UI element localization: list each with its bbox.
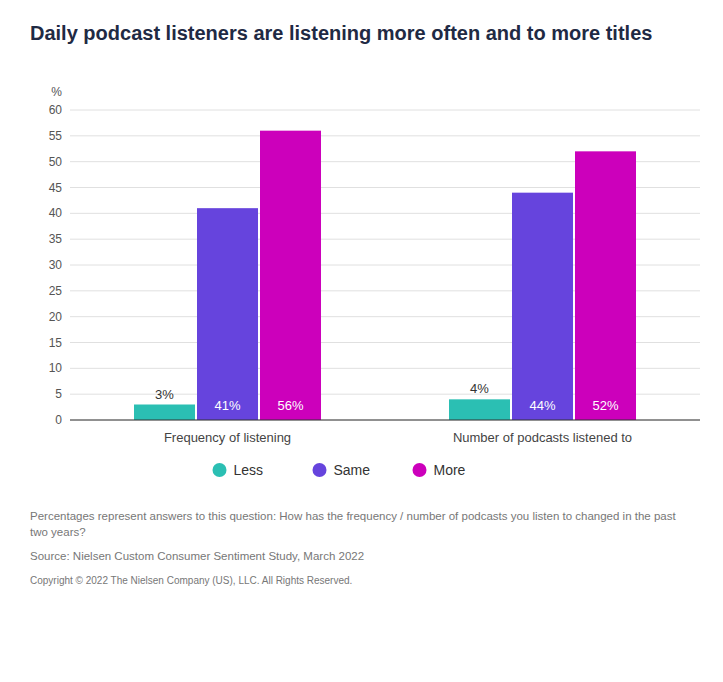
text-line: Percentages represent answers to this qu… [30,510,676,522]
legend-label: Same [334,462,371,478]
data-label: 4% [470,381,489,396]
data-label: 56% [277,398,303,413]
text-line: Daily podcast listeners are listening mo… [30,22,652,44]
grid [70,110,700,420]
legend-marker [313,463,327,477]
x-axis-line [70,420,700,421]
tick-label: 45 [49,181,63,195]
annotation: Percentages represent answers to this qu… [30,510,676,538]
legend: Less Same More [213,462,466,478]
title: Daily podcast listeners are listening mo… [30,22,652,44]
annotation: Copyright © 2022 The Nielsen Company (US… [30,575,352,586]
data-label: 41% [214,398,240,413]
axis-label: % [51,85,62,99]
data-label: 44% [529,398,555,413]
tick-label: 40 [49,206,63,220]
bar [449,399,510,420]
grid-line [70,135,700,136]
tick-label: 60 [49,103,63,117]
tick-label: 20 [49,310,63,324]
legend-label: Less [234,462,264,478]
category-label: Number of podcasts listened to [453,430,632,445]
text-line: Copyright © 2022 The Nielsen Company (US… [30,575,352,586]
tick-label: 50 [49,155,63,169]
legend-label: More [434,462,466,478]
grid-line [70,420,700,421]
bars [134,131,636,420]
tick-label: 5 [55,387,62,401]
tick-label: 35 [49,232,63,246]
text-line: two years? [30,526,86,538]
bar [134,405,195,421]
annotation: Source: Nielsen Custom Consumer Sentimen… [30,550,364,562]
category-label: Frequency of listening [164,430,291,445]
legend-marker [213,463,227,477]
data-label: 52% [592,398,618,413]
tick-label: 0 [55,413,62,427]
tick-label: 25 [49,284,63,298]
grid-line [70,110,700,111]
tick-label: 30 [49,258,63,272]
tick-label: 55 [49,129,63,143]
data-labels: 3% 41% 56% 4% 44% 52% [155,381,619,413]
bar [512,193,573,420]
bar [575,151,636,420]
bar [260,131,321,420]
bar [197,208,258,420]
chart: Daily podcast listeners are listening mo… [0,0,723,682]
data-label: 3% [155,387,174,402]
legend-marker [413,463,427,477]
tick-label: 10 [49,361,63,375]
tick-label: 15 [49,336,63,350]
text-line: Source: Nielsen Custom Consumer Sentimen… [30,550,364,562]
